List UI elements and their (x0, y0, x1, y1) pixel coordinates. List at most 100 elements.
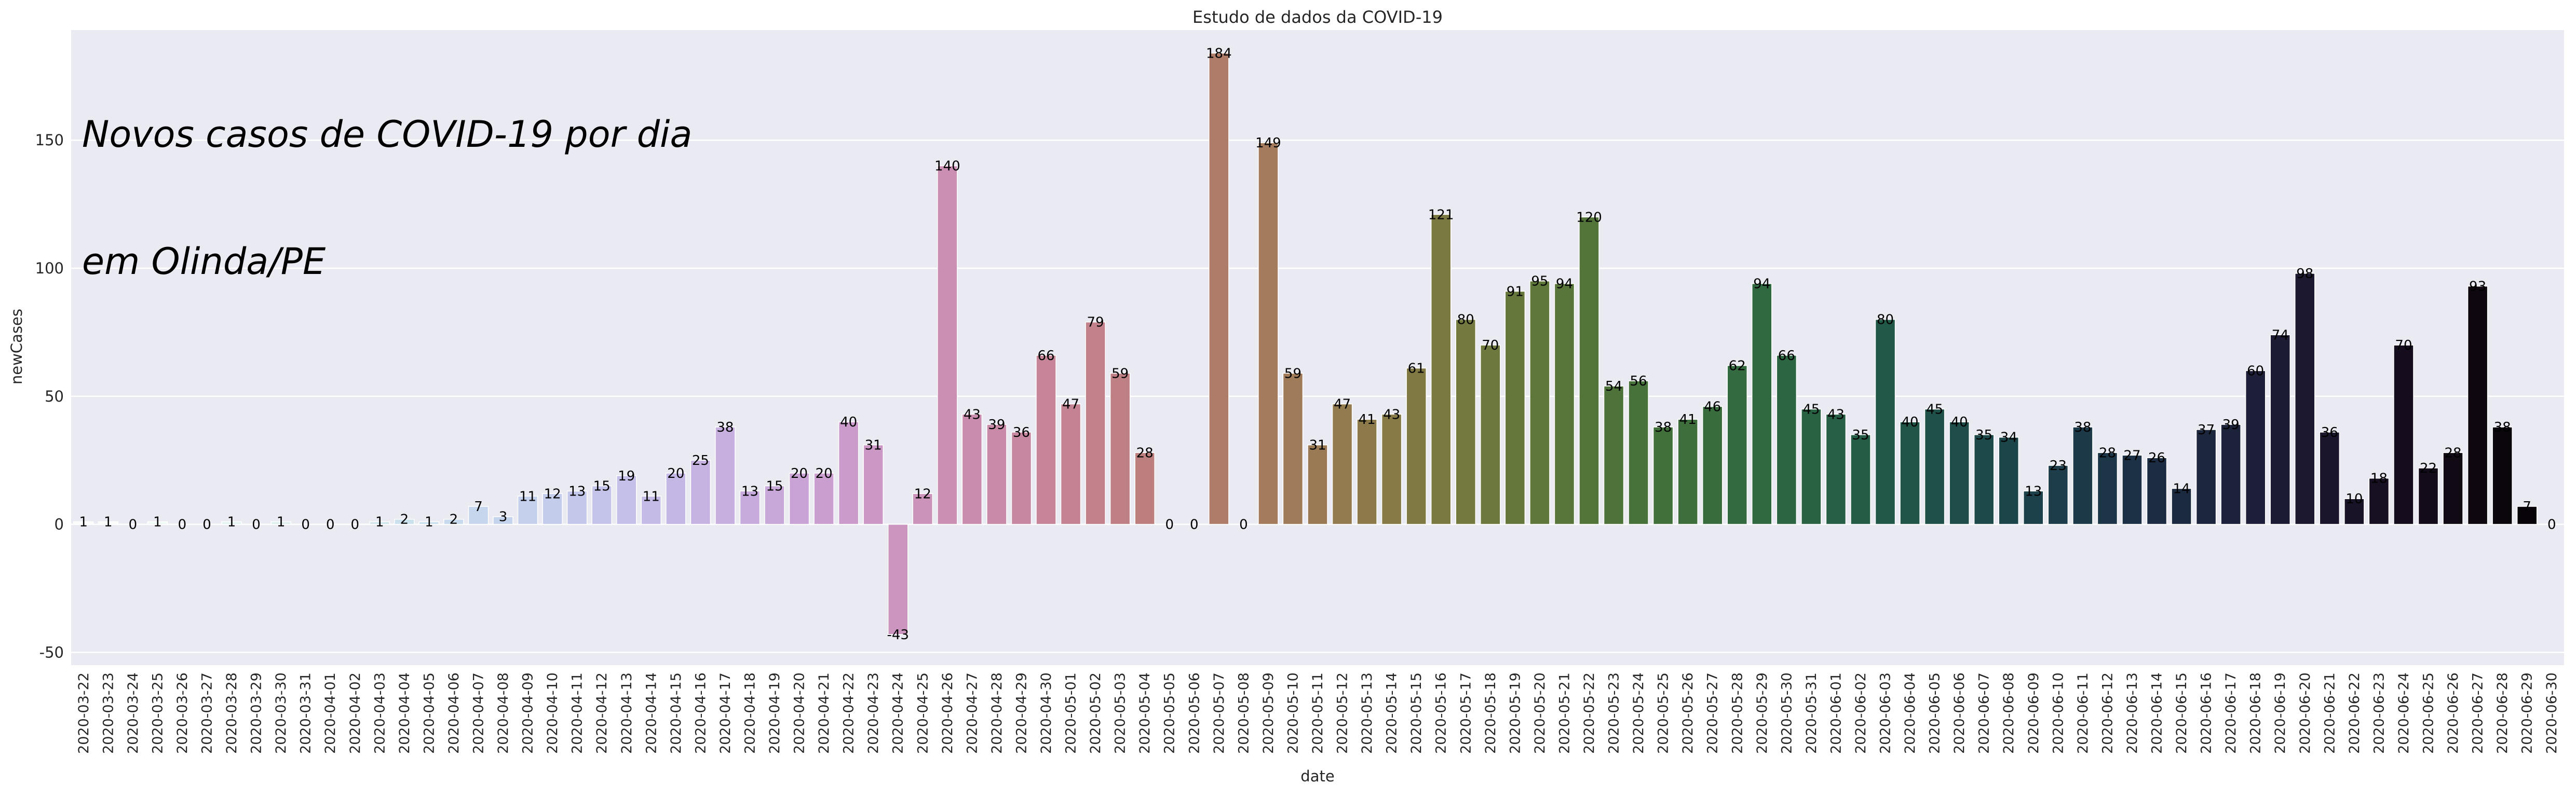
data-label: 0 (1239, 517, 1248, 533)
bar (2295, 273, 2315, 525)
x-tick-label: 2020-06-17 (2223, 672, 2239, 754)
bar (2393, 345, 2414, 525)
x-tick-label: 2020-03-23 (100, 672, 116, 754)
data-label: 0 (1165, 517, 1174, 533)
bar (1603, 386, 1624, 525)
data-label: 121 (1428, 207, 1454, 223)
data-label: 39 (2222, 417, 2240, 433)
y-tick-label: 100 (35, 259, 64, 277)
x-tick-label: 2020-05-21 (1556, 672, 1572, 754)
x-tick-label: 2020-06-15 (2174, 672, 2190, 754)
bar (1258, 142, 1279, 525)
x-tick-label: 2020-05-01 (1063, 672, 1079, 754)
bar (1875, 319, 1896, 525)
x-tick-label: 2020-05-23 (1606, 672, 1622, 754)
data-label: 1 (375, 515, 384, 530)
x-tick-label: 2020-06-01 (1828, 672, 1844, 754)
bar (863, 444, 884, 525)
bar (2368, 477, 2390, 525)
x-tick-label: 2020-06-03 (1878, 672, 1894, 754)
data-label: 40 (1951, 415, 1968, 430)
bar (2319, 432, 2340, 525)
x-tick-label: 2020-05-08 (1236, 672, 1252, 754)
x-tick-label: 2020-03-30 (273, 672, 289, 754)
data-label: 38 (1655, 420, 1672, 435)
annotation-line-2: em Olinda/PE (82, 240, 326, 283)
bar (1727, 365, 1748, 525)
data-label: 0 (129, 517, 138, 533)
bar (1752, 283, 1772, 525)
data-label: 79 (1087, 315, 1104, 331)
bar (1628, 380, 1649, 525)
data-label: 3 (499, 510, 508, 525)
data-label: 37 (2198, 422, 2215, 438)
x-tick-label: 2020-06-14 (2149, 672, 2165, 754)
data-label: 66 (1778, 348, 1795, 364)
bar (1652, 426, 1674, 525)
bar (1332, 403, 1353, 525)
plot-background (71, 30, 2564, 665)
x-tick-label: 2020-06-06 (1951, 672, 1968, 754)
annotation-line-1: Novos casos de COVID-19 por dia (82, 113, 692, 156)
data-label: 13 (741, 484, 758, 499)
x-tick-label: 2020-05-11 (1310, 672, 1326, 754)
data-label: 184 (1206, 46, 1232, 61)
x-tick-label: 2020-04-18 (742, 672, 758, 754)
bars (73, 52, 2538, 635)
data-label: 43 (1827, 407, 1845, 422)
data-label: 80 (1877, 312, 1894, 328)
data-label: 59 (1111, 366, 1129, 381)
data-label: 59 (1284, 366, 1301, 381)
data-label: 93 (2469, 279, 2486, 295)
x-tick-label: 2020-04-15 (668, 672, 684, 754)
data-label: 28 (2445, 445, 2462, 461)
data-label: 41 (1359, 412, 1376, 428)
data-label: 20 (816, 466, 833, 481)
data-label: 40 (840, 415, 857, 430)
bar (2418, 467, 2439, 525)
x-tick-label: 2020-04-19 (767, 672, 783, 754)
x-tick-label: 2020-05-18 (1483, 672, 1499, 754)
x-tick-label: 2020-05-28 (1729, 672, 1745, 754)
x-tick-label: 2020-05-15 (1408, 672, 1425, 754)
bar (2220, 424, 2241, 525)
x-tick-label: 2020-04-05 (421, 672, 437, 754)
x-tick-label: 2020-06-10 (2050, 672, 2066, 754)
y-tick-label: -50 (39, 643, 64, 661)
x-tick-label: 2020-04-25 (915, 672, 931, 754)
bar (418, 521, 440, 525)
bar (73, 521, 94, 525)
data-label: 20 (667, 466, 684, 481)
data-label: 31 (865, 438, 882, 453)
x-tick-label: 2020-06-29 (2519, 672, 2536, 754)
bar (666, 473, 686, 525)
bar (2245, 370, 2266, 525)
data-label: 1 (277, 515, 286, 530)
data-label: 13 (568, 484, 586, 499)
x-tick-label: 2020-05-13 (1359, 672, 1375, 754)
bar (2171, 488, 2192, 525)
x-tick-label: 2020-06-08 (2001, 672, 2017, 754)
bar (961, 414, 983, 525)
y-axis-label: newCases (8, 309, 25, 384)
bar (2344, 498, 2365, 525)
data-label: 28 (1136, 445, 1154, 461)
x-tick-label: 2020-05-07 (1211, 672, 1227, 754)
data-label: 66 (1037, 348, 1054, 364)
data-label: 0 (350, 517, 359, 533)
x-tick-label: 2020-04-08 (495, 672, 511, 754)
data-label: 35 (1975, 428, 1992, 443)
data-label: -43 (887, 627, 909, 643)
x-tick-label: 2020-05-06 (1186, 672, 1202, 754)
data-label: 62 (1729, 359, 1746, 374)
x-tick-label: 2020-04-02 (347, 672, 363, 754)
x-tick-label: 2020-04-17 (717, 672, 734, 754)
x-tick-label: 2020-05-10 (1285, 672, 1301, 754)
bar (2195, 429, 2217, 525)
x-tick-label: 2020-04-03 (372, 672, 388, 754)
data-label: 11 (643, 489, 660, 504)
data-label: 36 (1013, 425, 1030, 441)
data-label: 0 (202, 517, 211, 533)
bar (1801, 408, 1822, 525)
